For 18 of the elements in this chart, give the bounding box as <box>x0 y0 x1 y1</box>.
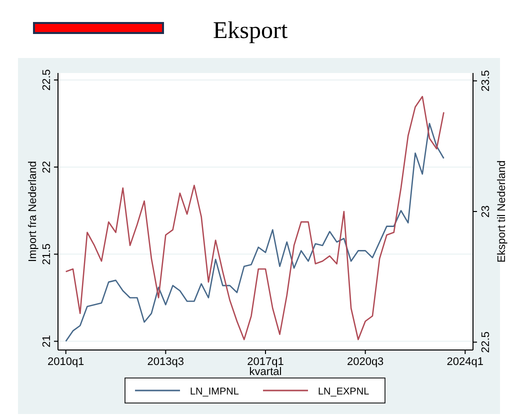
y2-tick-label: 23.5 <box>480 70 492 92</box>
x-tick-label: 2024q1 <box>446 356 484 368</box>
x-tick-label: 2017q1 <box>247 356 284 368</box>
x-axis-title: kvartal <box>249 366 282 378</box>
x-tick-label: 2010q1 <box>47 356 84 368</box>
x-tick-label: 2013q3 <box>147 356 184 368</box>
legend-label: LN_EXPNL <box>318 386 370 398</box>
y-axis-title: Import fra Nederland <box>27 161 39 262</box>
y2-tick-label: 22.5 <box>480 331 492 353</box>
y-tick-label: 22 <box>41 160 53 174</box>
y-tick-label: 22.5 <box>41 69 53 91</box>
y2-tick-label: 23 <box>480 205 492 218</box>
y-tick-label: 21.5 <box>41 243 53 265</box>
legend-label: LN_IMPNL <box>190 386 240 398</box>
y2-axis-title: Eksport til Nederland <box>496 160 508 263</box>
y-tick-label: 21 <box>41 335 53 348</box>
text: Eksport <box>213 18 288 44</box>
x-tick-label: 2020q3 <box>346 356 384 368</box>
